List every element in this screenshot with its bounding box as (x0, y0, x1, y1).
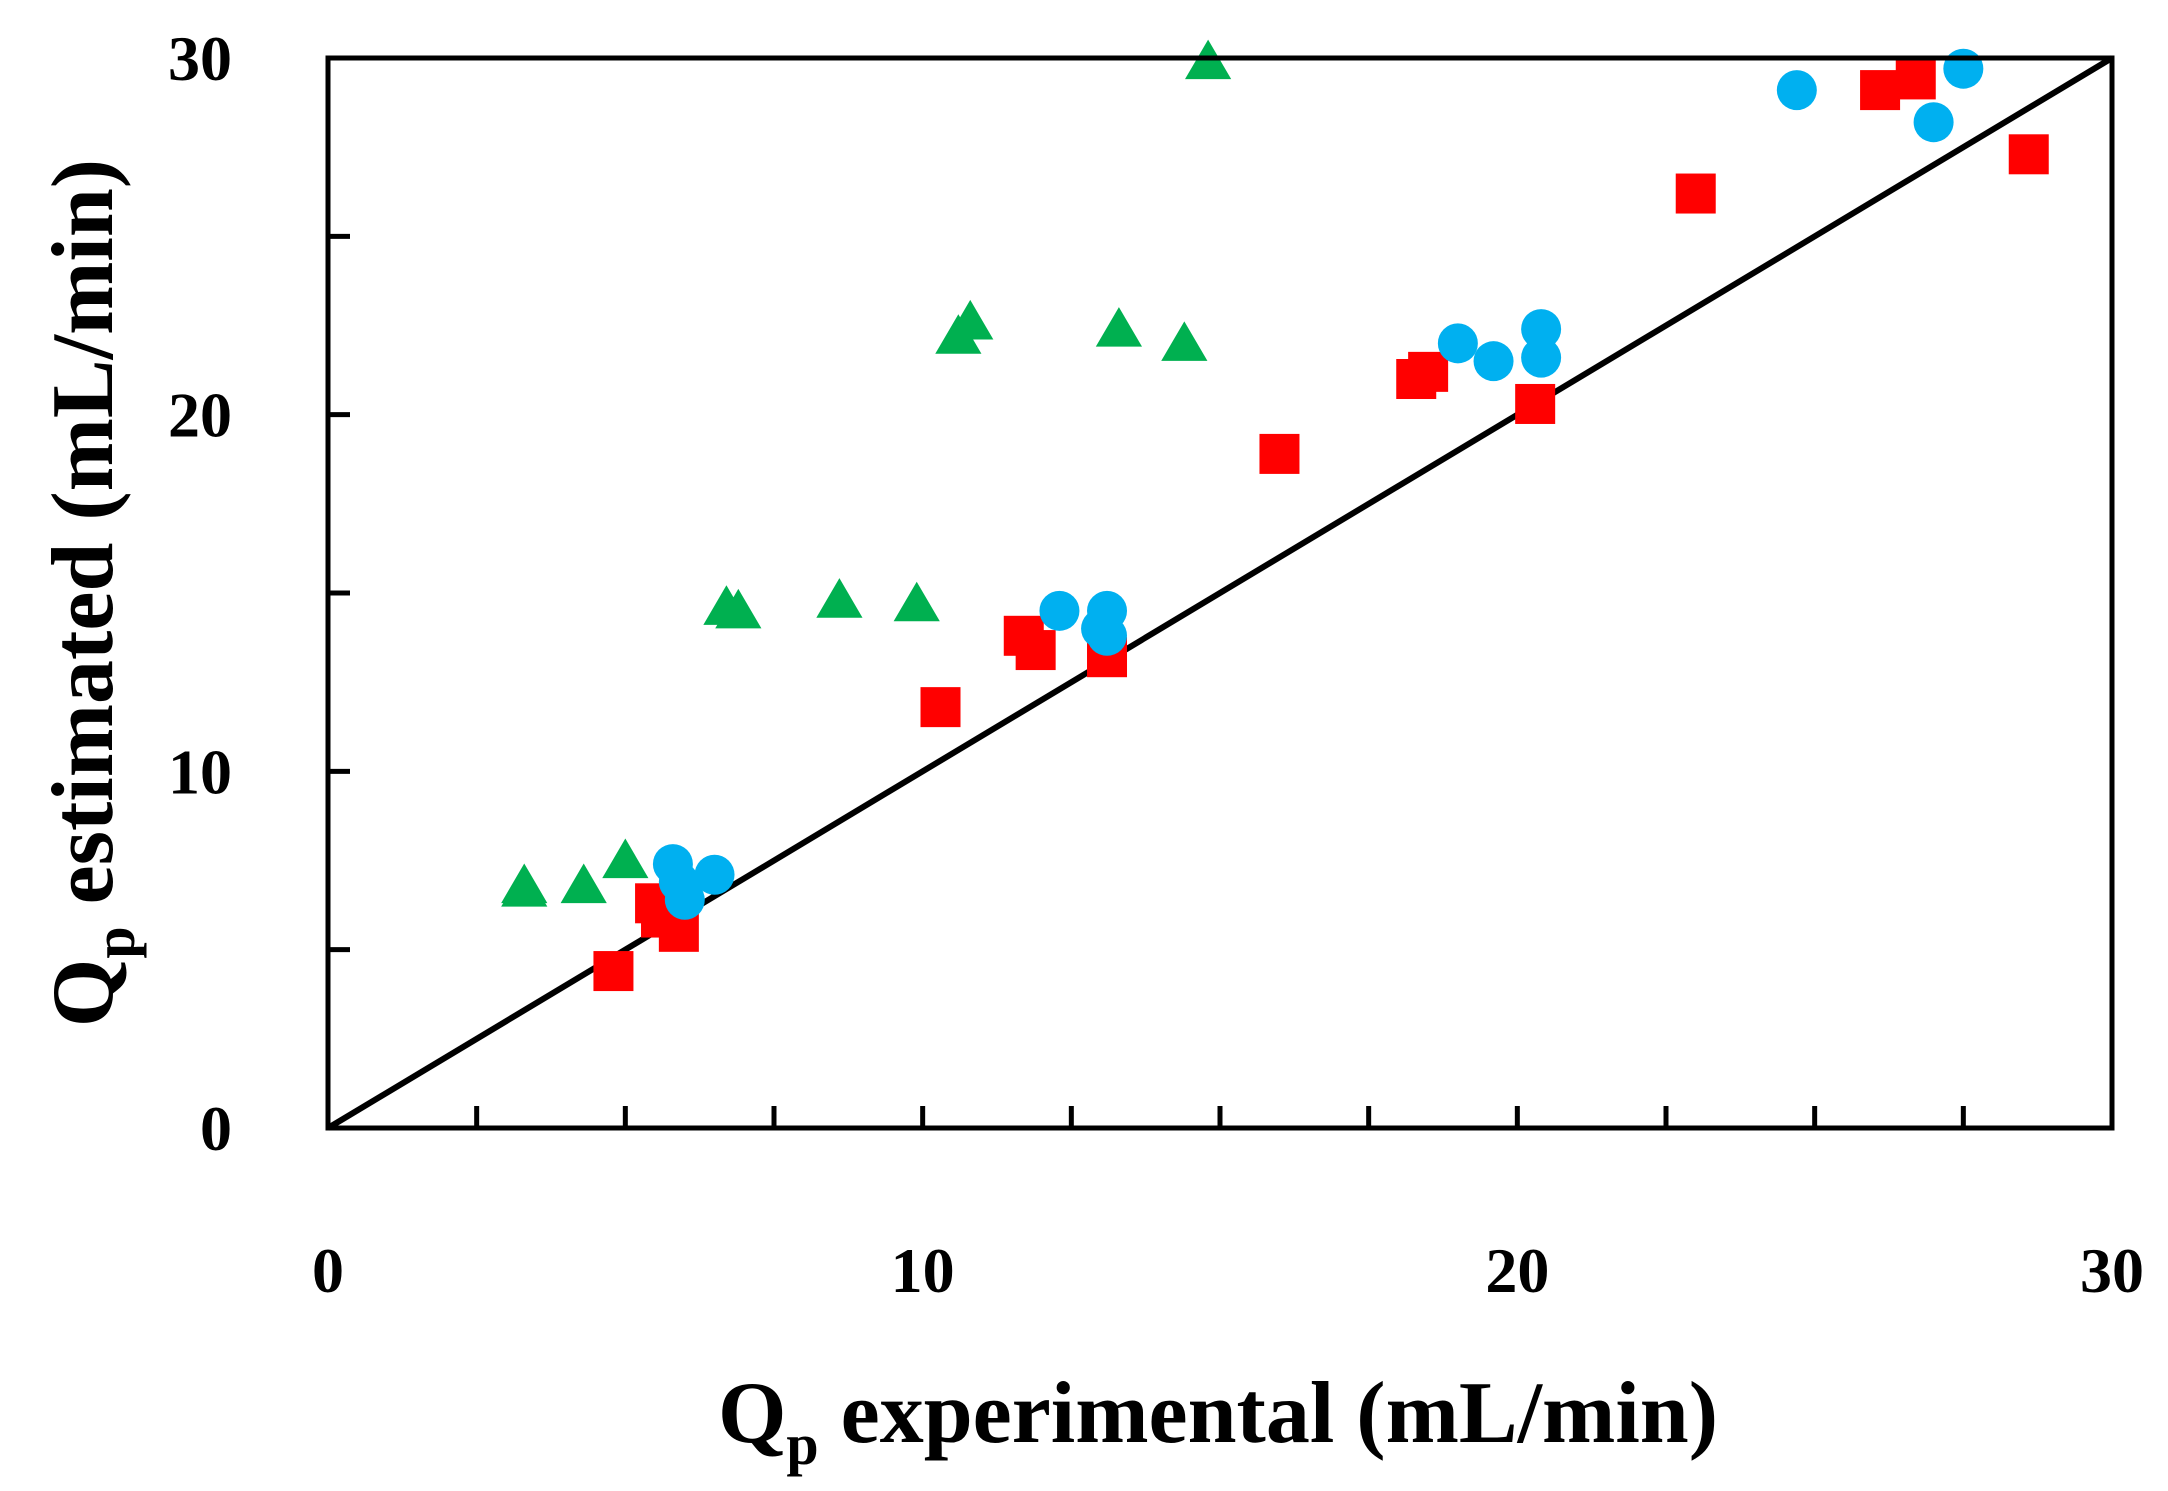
reference-line (326, 55, 2114, 1131)
data-point-square (1515, 383, 1556, 424)
x-tick-label: 30 (2080, 1235, 2144, 1306)
reference-line-layer (326, 55, 2114, 1131)
data-point-square (920, 687, 961, 728)
data-point-circle (1521, 337, 1562, 378)
x-tick-label: 20 (1485, 1235, 1549, 1306)
data-point-square (2008, 134, 2049, 175)
data-point-circle (1039, 590, 1080, 631)
data-point-circle (1943, 48, 1984, 89)
data-point-square (1259, 433, 1300, 474)
data-markers (501, 39, 2049, 992)
x-axis-title-rest: experimental (mL/min) (819, 1365, 1718, 1462)
axis-tick-labels: 0 10 20 30 0 10 20 30 (168, 23, 2144, 1306)
x-axis-title-subscript: p (786, 1412, 818, 1477)
data-point-triangle (816, 578, 863, 618)
y-axis-title: Qp estimated (mL/min) (35, 159, 147, 1027)
x-axis-title-main: Q (718, 1365, 786, 1462)
data-point-square (593, 951, 634, 992)
data-point-triangle (501, 867, 548, 907)
data-point-square (1860, 70, 1901, 111)
data-point-circle (1776, 70, 1817, 111)
data-point-triangle (1095, 307, 1143, 347)
data-point-triangle (560, 863, 607, 904)
data-point-square (1895, 59, 1936, 100)
data-point-triangle (947, 299, 994, 340)
data-point-circle (1473, 341, 1514, 382)
y-tick-label: 0 (200, 1093, 232, 1164)
y-axis-title-subscript: p (82, 926, 147, 958)
plot-frame (325, 55, 2115, 1131)
data-point-circle (664, 879, 705, 920)
axis-ticks (328, 233, 1966, 1128)
y-tick-label: 30 (168, 23, 232, 94)
data-point-triangle (893, 581, 940, 622)
data-point-triangle (602, 838, 649, 879)
data-point-circle (1913, 102, 1954, 143)
y-axis-title-main: Q (35, 959, 132, 1027)
data-point-square (1015, 630, 1056, 671)
x-tick-label: 10 (891, 1235, 955, 1306)
data-point-triangle (715, 588, 762, 629)
x-tick-label: 0 (312, 1235, 344, 1306)
data-point-circle (694, 854, 735, 895)
y-tick-label: 20 (168, 380, 232, 451)
data-point-square (1408, 351, 1449, 392)
data-point-circle (1087, 590, 1128, 631)
x-axis-title: Qp experimental (mL/min) (718, 1365, 1718, 1477)
data-point-triangle (1161, 321, 1208, 361)
y-axis-title-rest: estimated (mL/min) (35, 159, 132, 926)
data-point-circle (1521, 309, 1562, 350)
y-tick-label: 10 (168, 736, 232, 807)
data-point-square (1675, 173, 1716, 214)
data-point-circle (1437, 323, 1478, 364)
